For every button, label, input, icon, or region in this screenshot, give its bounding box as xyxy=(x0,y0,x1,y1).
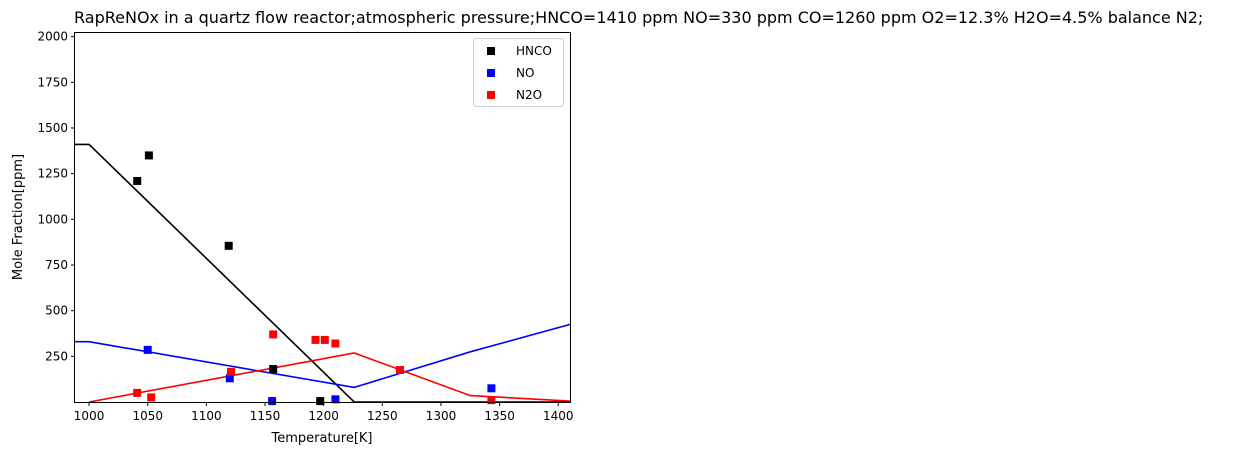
x-tick-label: 1350 xyxy=(484,409,515,423)
axis-ticks: 1000 1050 1100 1150 1200 1250 1300 1350 1400 250 5… xyxy=(37,30,573,423)
plot-area xyxy=(75,143,570,406)
x-tick-label: 1200 xyxy=(308,409,339,423)
legend-marker-n2o xyxy=(487,91,495,99)
x-tick-label: 1400 xyxy=(543,409,574,423)
n2o-data-point xyxy=(395,366,404,374)
hnco-data-point xyxy=(144,151,153,160)
no-data-point xyxy=(225,374,234,383)
hnco-data-point xyxy=(316,397,325,406)
n2o-data-point xyxy=(133,388,142,397)
n2o-data-point xyxy=(227,367,235,376)
chart-title: RapReNOx in a quartz flow reactor;atmosp… xyxy=(74,8,1203,27)
hnco-data-point xyxy=(269,365,278,374)
n2o-data-point xyxy=(311,335,320,344)
y-axis-label: Mole Fraction[ppm] xyxy=(11,154,26,280)
y-tick-label: 1750 xyxy=(37,75,68,89)
legend-label-hnco: HNCO xyxy=(516,44,552,58)
x-tick-label: 1050 xyxy=(132,409,163,423)
plot-frame xyxy=(74,32,571,403)
y-tick-label: 500 xyxy=(45,304,68,318)
legend-marker-hnco xyxy=(487,47,495,55)
y-tick-label: 250 xyxy=(45,349,68,363)
y-tick-label: 750 xyxy=(45,258,68,272)
no-data-point xyxy=(268,397,277,406)
y-tick-label: 1000 xyxy=(37,212,68,226)
no-model-line xyxy=(75,323,570,389)
legend-label-n2o: N2O xyxy=(516,88,542,102)
n2o-data-point xyxy=(331,339,340,348)
legend-marker-no xyxy=(487,69,495,77)
n2o-data-point xyxy=(320,335,329,344)
n2o-data-point xyxy=(269,330,278,339)
legend-box xyxy=(473,38,564,107)
hnco-data-point xyxy=(224,241,233,250)
y-tick-label: 1250 xyxy=(37,167,68,181)
hnco-model-line xyxy=(75,143,570,402)
no-data-point xyxy=(331,395,340,404)
x-axis-label: Temperature[K] xyxy=(270,431,372,446)
no-data-point xyxy=(487,384,496,393)
n2o-data-point xyxy=(487,396,496,405)
x-tick-label: 1000 xyxy=(74,409,105,423)
x-tick-label: 1100 xyxy=(191,409,222,423)
x-tick-label: 1250 xyxy=(367,409,398,423)
legend: HNCO NO N2O xyxy=(473,38,564,107)
x-tick-label: 1150 xyxy=(250,409,281,423)
y-tick-label: 1500 xyxy=(37,121,68,135)
n2o-data-point xyxy=(147,393,156,402)
y-tick-label: 2000 xyxy=(37,30,68,44)
x-tick-label: 1300 xyxy=(426,409,457,423)
hnco-data-point xyxy=(133,177,142,185)
legend-label-no: NO xyxy=(516,66,534,80)
no-data-point xyxy=(143,345,152,354)
n2o-model-line xyxy=(88,352,570,402)
